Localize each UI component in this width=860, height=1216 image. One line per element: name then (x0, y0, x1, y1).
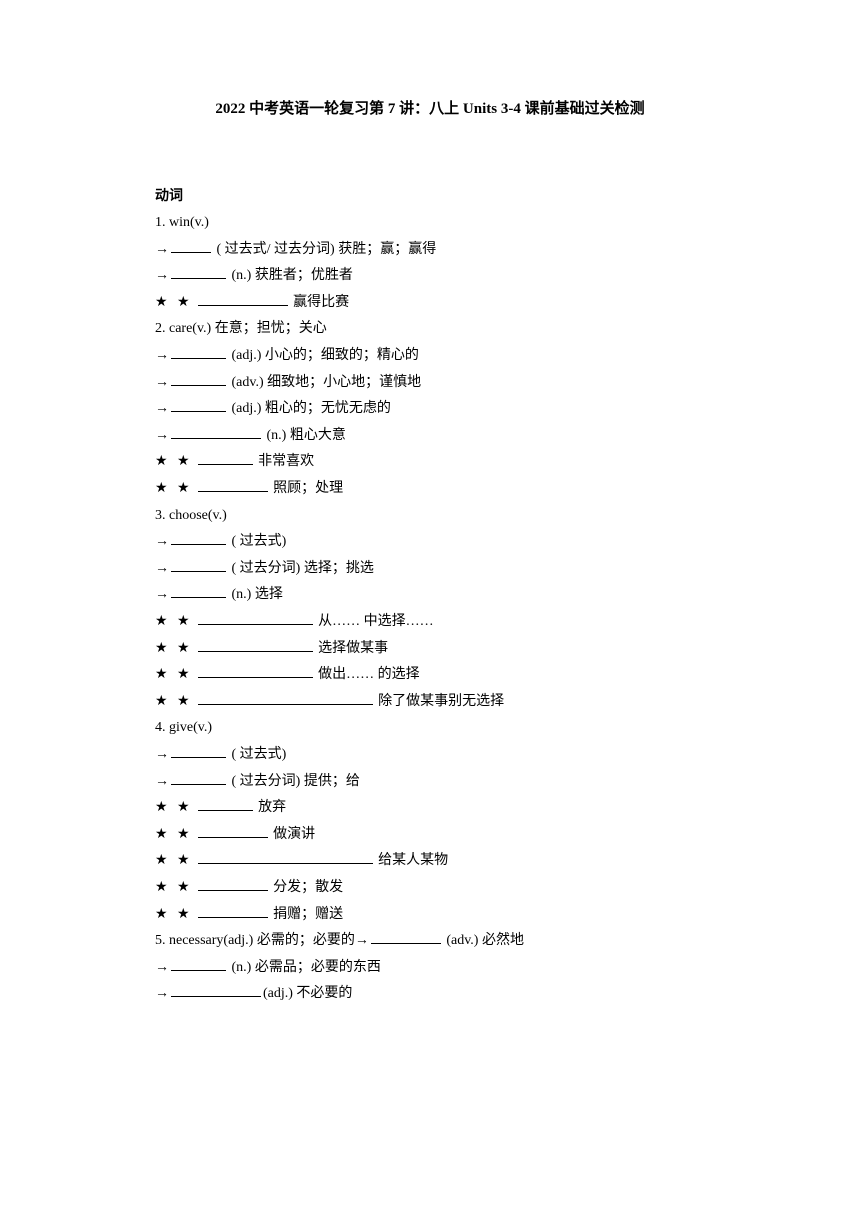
fill-blank (371, 930, 441, 944)
content-line: ★ ★ 放弃 (155, 795, 705, 822)
fill-blank (171, 744, 226, 758)
content-line: ★ ★ 除了做某事别无选择 (155, 689, 705, 716)
content-line: →(adj.) 不必要的 (155, 981, 705, 1008)
star-marker: ★ ★ (155, 295, 193, 310)
fill-blank (198, 451, 253, 465)
content-line: ★ ★ 捐赠；赠送 (155, 902, 705, 929)
content-line: → (n.) 选择 (155, 582, 705, 609)
content-line: 1. win(v.) (155, 210, 705, 237)
content-line: ★ ★ 分发；散发 (155, 875, 705, 902)
fill-blank (198, 664, 313, 678)
star-marker: ★ ★ (155, 614, 193, 629)
content-line: → (adj.) 小心的；细致的；精心的 (155, 343, 705, 370)
fill-blank (198, 611, 313, 625)
fill-blank (171, 372, 226, 386)
content-line: → (adv.) 细致地；小心地；谨慎地 (155, 370, 705, 397)
fill-blank (198, 824, 268, 838)
star-marker: ★ ★ (155, 880, 193, 895)
content-line: → (n.) 粗心大意 (155, 423, 705, 450)
fill-blank (171, 425, 261, 439)
star-marker: ★ ★ (155, 641, 193, 656)
fill-blank (171, 265, 226, 279)
fill-blank (198, 638, 313, 652)
star-marker: ★ ★ (155, 907, 193, 922)
content-line: ★ ★ 给某人某物 (155, 848, 705, 875)
star-marker: ★ ★ (155, 827, 193, 842)
fill-blank (198, 292, 288, 306)
star-marker: ★ ★ (155, 454, 193, 469)
content-line: → ( 过去式) (155, 529, 705, 556)
content-line: → (adj.) 粗心的；无忧无虑的 (155, 396, 705, 423)
fill-blank (171, 771, 226, 785)
fill-blank (171, 558, 226, 572)
page-title: 2022 中考英语一轮复习第 7 讲：八上 Units 3-4 课前基础过关检测 (155, 95, 705, 124)
fill-blank (198, 877, 268, 891)
content-line: 5. necessary(adj.) 必需的；必要的→ (adv.) 必然地 (155, 928, 705, 955)
content-line: 4. give(v.) (155, 715, 705, 742)
content-line: 3. choose(v.) (155, 503, 705, 530)
fill-blank (171, 983, 261, 997)
section-header: 动词 (155, 184, 705, 211)
fill-blank (171, 345, 226, 359)
content-line: ★ ★ 赢得比赛 (155, 290, 705, 317)
content-line: ★ ★ 做演讲 (155, 822, 705, 849)
fill-blank (198, 797, 253, 811)
content-line: → (n.) 获胜者；优胜者 (155, 263, 705, 290)
star-marker: ★ ★ (155, 853, 193, 868)
content-line: ★ ★ 非常喜欢 (155, 449, 705, 476)
fill-blank (198, 478, 268, 492)
fill-blank (171, 531, 226, 545)
content-line: → ( 过去式) (155, 742, 705, 769)
star-marker: ★ ★ (155, 667, 193, 682)
fill-blank (171, 239, 211, 253)
content-line: → ( 过去式/ 过去分词) 获胜；赢；赢得 (155, 237, 705, 264)
content-lines: 1. win(v.)→ ( 过去式/ 过去分词) 获胜；赢；赢得→ (n.) 获… (155, 210, 705, 1008)
content-line: ★ ★ 做出…… 的选择 (155, 662, 705, 689)
fill-blank (171, 957, 226, 971)
content-line: 2. care(v.) 在意；担忧；关心 (155, 316, 705, 343)
fill-blank (171, 398, 226, 412)
fill-blank (198, 904, 268, 918)
content-line: → ( 过去分词) 提供；给 (155, 769, 705, 796)
star-marker: ★ ★ (155, 800, 193, 815)
content-line: ★ ★ 选择做某事 (155, 636, 705, 663)
content-line: → ( 过去分词) 选择；挑选 (155, 556, 705, 583)
fill-blank (198, 691, 373, 705)
fill-blank (198, 850, 373, 864)
star-marker: ★ ★ (155, 694, 193, 709)
content-line: ★ ★ 从…… 中选择…… (155, 609, 705, 636)
fill-blank (171, 584, 226, 598)
star-marker: ★ ★ (155, 481, 193, 496)
content-line: → (n.) 必需品；必要的东西 (155, 955, 705, 982)
content-line: ★ ★ 照顾；处理 (155, 476, 705, 503)
